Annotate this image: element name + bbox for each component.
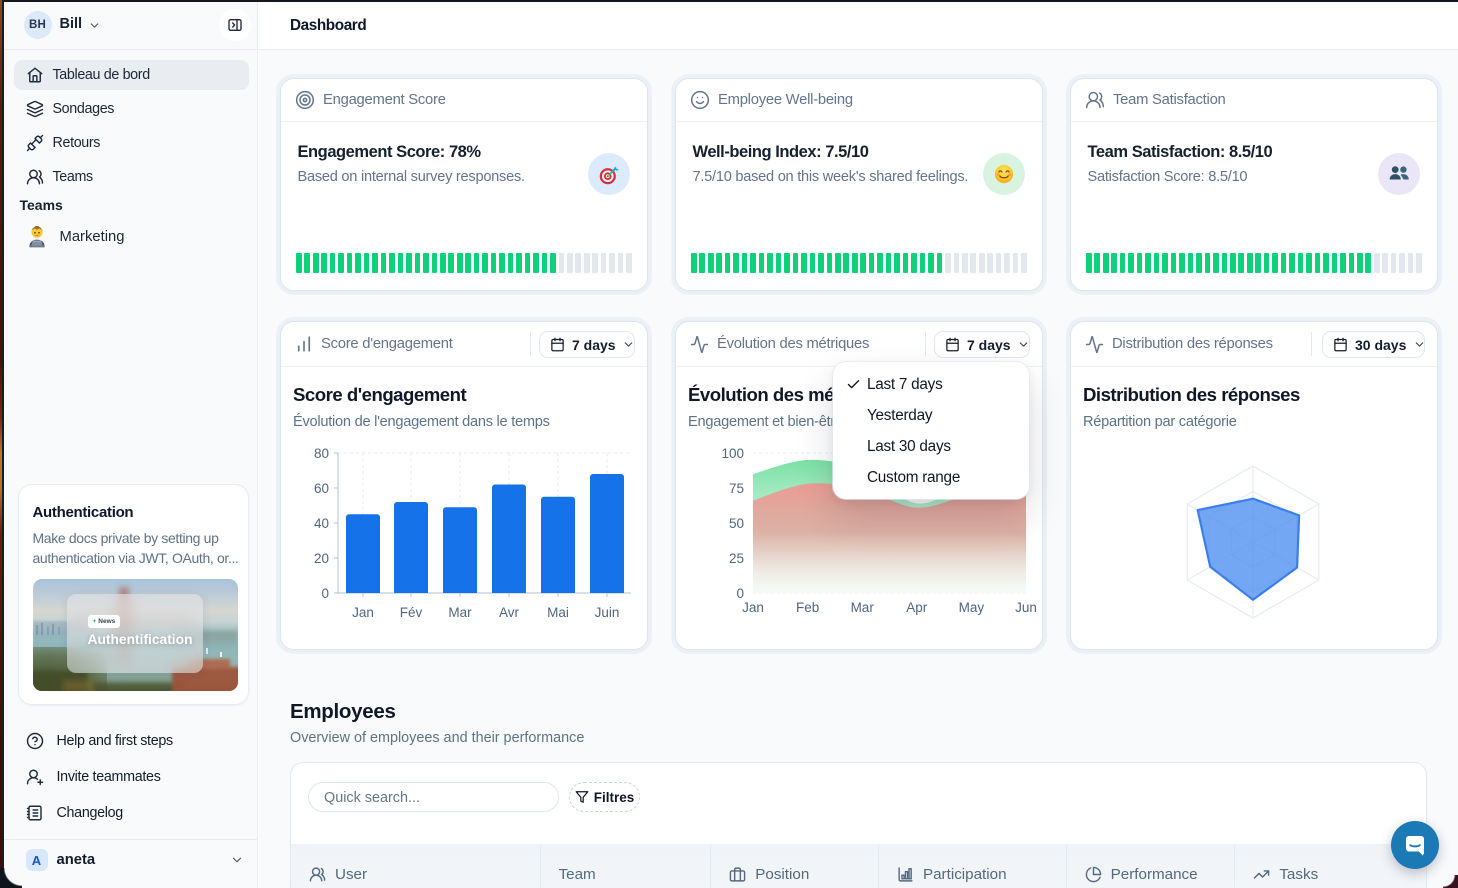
svg-text:Avr: Avr [499,605,520,620]
svg-text:Mar: Mar [851,600,875,615]
svg-text:Jan: Jan [352,605,374,620]
svg-text:0: 0 [736,586,744,601]
svg-text:25: 25 [729,551,744,566]
svg-text:Fév: Fév [400,605,423,620]
svg-text:Mai: Mai [547,605,569,620]
svg-text:0: 0 [321,586,329,601]
svg-text:75: 75 [729,481,744,496]
svg-text:20: 20 [314,551,329,566]
svg-text:Juin: Juin [595,605,620,620]
svg-text:100: 100 [721,446,744,461]
svg-text:Jun: Jun [1015,600,1037,615]
svg-text:40: 40 [314,516,329,531]
svg-text:May: May [959,600,985,615]
svg-text:60: 60 [314,481,329,496]
svg-text:Mar: Mar [448,605,472,620]
svg-text:80: 80 [314,446,329,461]
svg-text:Jan: Jan [742,600,764,615]
svg-text:Apr: Apr [906,600,928,615]
svg-text:50: 50 [729,516,744,531]
svg-text:Feb: Feb [796,600,819,615]
